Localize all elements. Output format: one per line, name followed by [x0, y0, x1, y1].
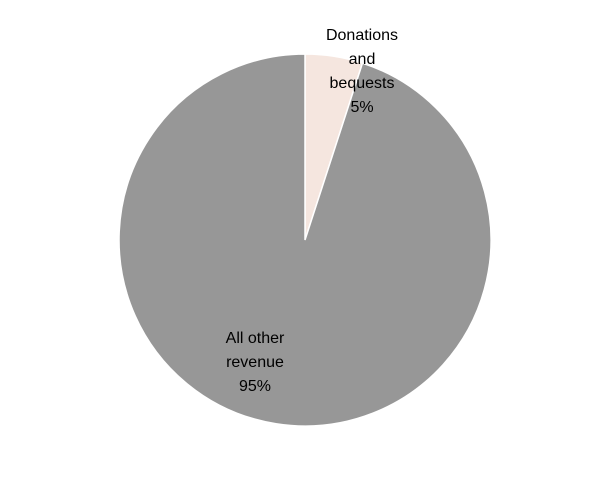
category-label-line: bequests	[330, 75, 395, 92]
pie-data-labels: Donations and bequests 5% All other revenue 95…	[226, 27, 398, 395]
category-label-line: and	[349, 51, 376, 68]
pie-data-label-1: Donations and bequests 5%	[326, 27, 398, 116]
category-label-line: revenue	[226, 354, 284, 371]
pie-slice-2	[118, 53, 492, 427]
percent-label: 95%	[239, 378, 271, 395]
category-label-line: All other	[226, 330, 285, 347]
category-label-line: Donations	[326, 27, 398, 44]
percent-label: 5%	[350, 99, 373, 116]
pie-slices	[118, 53, 492, 427]
pie-data-label-2: All other revenue 95%	[226, 330, 285, 395]
